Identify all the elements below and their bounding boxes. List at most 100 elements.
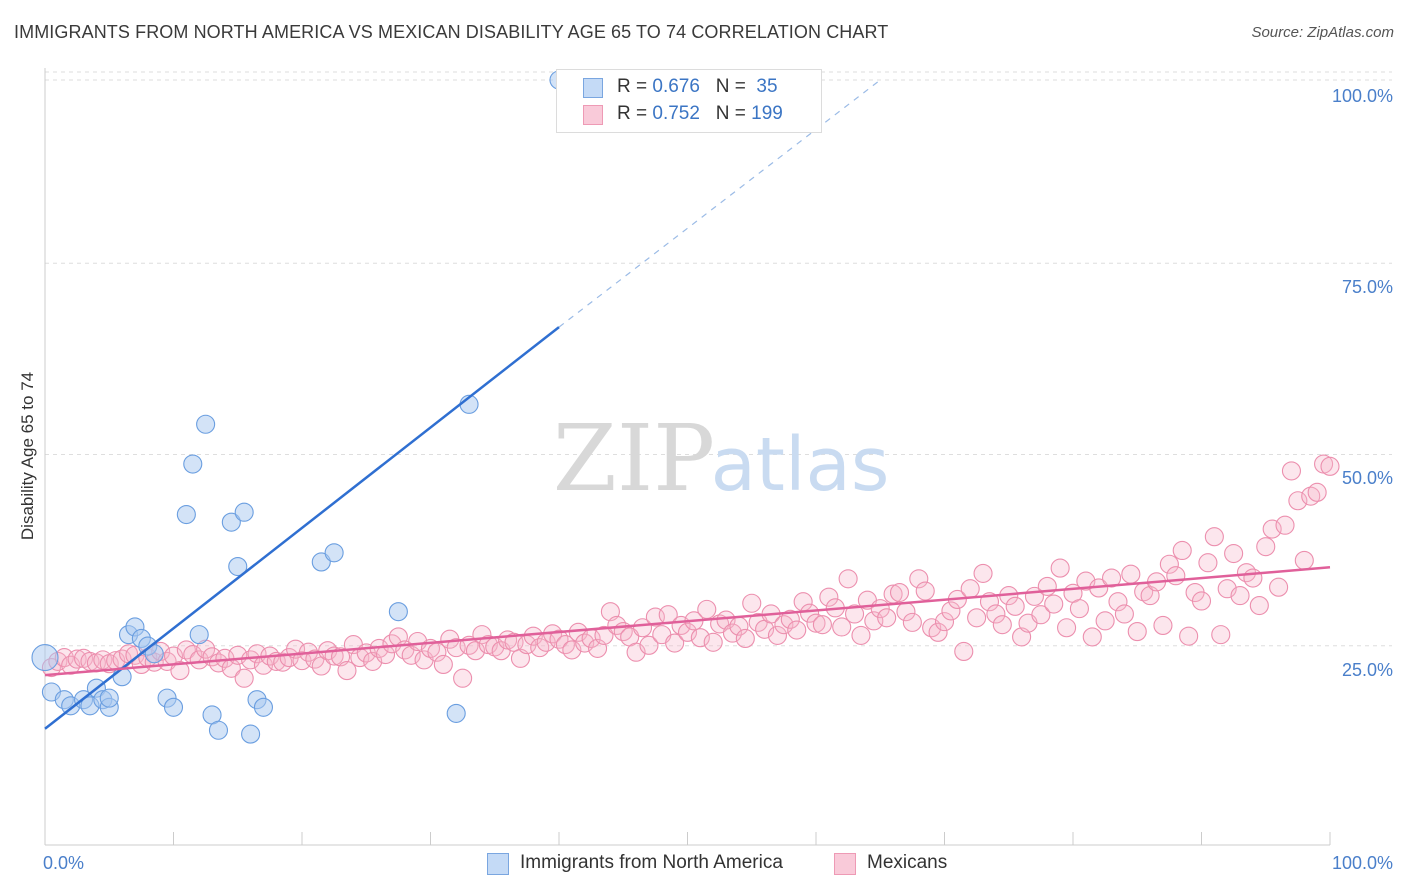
correlation-legend: R = 0.676 N = 35 R = 0.752 N = 199	[556, 69, 822, 133]
immigrants-trend-extension	[558, 79, 881, 328]
legend-n-label: N =	[715, 103, 752, 124]
legend-n-value: 199	[751, 103, 783, 124]
mexicans-point	[1127, 622, 1147, 642]
legend-r-value: 0.676	[652, 76, 700, 97]
mexicans-point	[1204, 527, 1224, 547]
y-tick-label: 25.0%	[1341, 660, 1393, 680]
mexicans-point	[1249, 596, 1269, 616]
mexicans-point	[1082, 627, 1102, 647]
mexicans-point	[170, 661, 190, 681]
immigrants-point	[241, 724, 261, 744]
mexicans-point	[832, 617, 852, 637]
y-tick-label: 75.0%	[1341, 277, 1393, 297]
mexicans-point	[1172, 540, 1192, 561]
mexicans-point	[838, 569, 858, 589]
mexicans-point	[1294, 550, 1314, 570]
mexicans-point	[555, 635, 575, 655]
mexicans-point	[800, 603, 820, 623]
mexicans-point	[774, 615, 794, 635]
mexicans-point	[742, 593, 762, 613]
immigrants-point	[31, 644, 59, 672]
immigrants-point	[234, 502, 254, 522]
legend-n-label: N =	[715, 76, 752, 97]
legend-r-value: 0.752	[652, 103, 700, 124]
source-label: Source: ZipAtlas.com	[1251, 24, 1394, 41]
legend-swatch-pink	[834, 853, 856, 875]
legend-r-label: R =	[617, 103, 653, 124]
mexicans-point	[1050, 558, 1070, 578]
mexicans-point	[1095, 611, 1115, 631]
immigrants-point	[189, 625, 209, 645]
mexicans-point	[697, 599, 717, 619]
mexicans-point	[735, 628, 755, 649]
gridlines	[45, 71, 1392, 647]
immigrants-point	[446, 703, 466, 723]
mexicans-point	[677, 622, 698, 642]
mexicans-trend-line	[44, 566, 1331, 677]
mexicans-point	[549, 629, 569, 649]
mexicans-point	[703, 632, 723, 652]
mexicans-point	[787, 620, 807, 640]
mexicans-point	[780, 609, 800, 629]
immigrants-point	[311, 552, 331, 572]
mexicans-point	[1307, 482, 1327, 502]
mexicans-point	[851, 625, 871, 645]
mexicans-point	[889, 582, 910, 603]
mexicans-point	[1153, 615, 1173, 635]
immigrants-trend-line	[44, 326, 560, 730]
legend-swatch-blue	[583, 78, 603, 98]
immigrants-point	[176, 504, 196, 525]
legend-label-mexicans: Mexicans	[867, 852, 948, 873]
mexicans-point	[690, 628, 710, 648]
mexicans-point	[1269, 577, 1289, 597]
immigrants-point	[221, 512, 241, 532]
mexicans-point	[1108, 592, 1128, 612]
mexicans-point	[960, 579, 980, 599]
mexicans-point	[1121, 564, 1141, 584]
immigrants-point	[253, 697, 274, 717]
mexicans-point	[1102, 568, 1122, 588]
x-tick-label-min: 0.0%	[43, 853, 85, 873]
immigrants-point	[228, 556, 248, 577]
legend-r-label: R =	[617, 76, 653, 97]
mexicans-point	[902, 612, 922, 632]
mexicans-point	[234, 668, 254, 688]
mexicans-point	[594, 625, 614, 645]
mexicans-point	[1262, 519, 1282, 539]
y-tick-label: 50.0%	[1341, 468, 1393, 488]
mexicans-point	[665, 633, 685, 653]
immigrants-point	[99, 688, 119, 708]
immigrants-point	[163, 697, 184, 717]
watermark-atlas: atlas	[711, 422, 890, 508]
mexicans-point	[1031, 605, 1051, 625]
mexicans-point	[1211, 625, 1231, 645]
mexicans-point	[844, 604, 865, 624]
mexicans-point	[433, 654, 453, 675]
mexicans-point	[1057, 618, 1077, 638]
mexicans-point	[812, 615, 832, 635]
mexicans-point	[1191, 591, 1212, 611]
mexicans-point	[530, 638, 550, 658]
mexicans-point	[453, 668, 473, 688]
mexicans-point	[909, 569, 929, 589]
mexicans-point	[1288, 491, 1308, 511]
mexicans-point	[632, 618, 653, 638]
mexicans-point	[1275, 515, 1295, 535]
mexicans-point	[1230, 586, 1250, 606]
y-axis-label: Disability Age 65 to 74	[18, 371, 37, 541]
mexicans-point	[639, 635, 659, 655]
mexicans-point	[934, 612, 955, 632]
mexicans-point	[1044, 594, 1064, 614]
mexicans-point	[954, 641, 974, 662]
immigrants-point	[196, 414, 216, 434]
legend-n-value: 35	[756, 76, 778, 97]
mexicans-point	[1198, 553, 1218, 573]
mexicans-point	[992, 615, 1012, 635]
mexicans-point	[1243, 568, 1263, 588]
legend-label-immigrants: Immigrants from North America	[520, 852, 783, 873]
mexicans-point	[1159, 554, 1179, 574]
mexicans-point	[915, 581, 935, 601]
mexicans-point	[1256, 537, 1276, 557]
mexicans-point	[1179, 626, 1199, 646]
